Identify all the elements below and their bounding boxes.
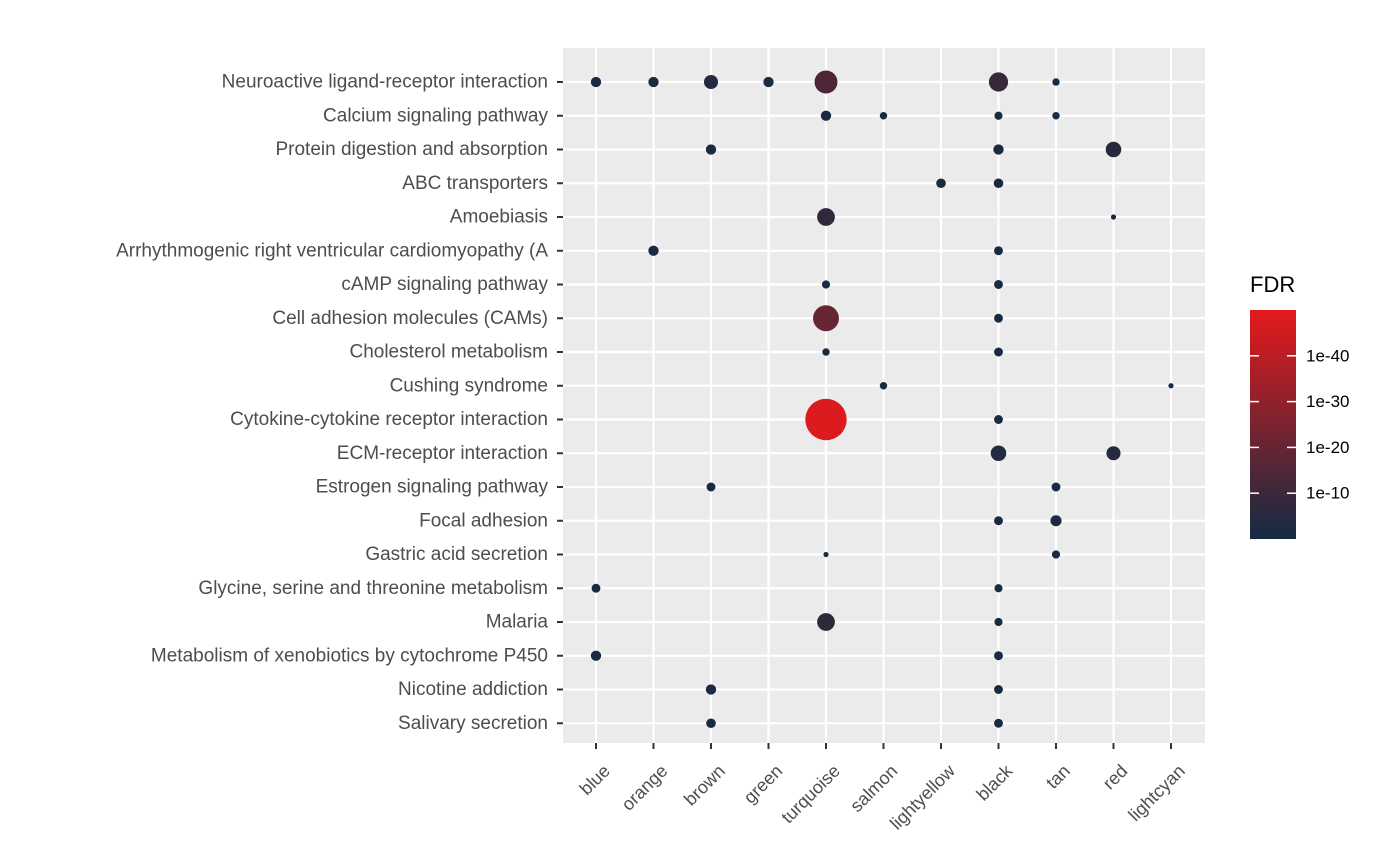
data-point bbox=[994, 718, 1003, 728]
y-tick-label: Cholesterol metabolism bbox=[349, 342, 548, 363]
data-point bbox=[1050, 515, 1062, 527]
x-tick-label: blue bbox=[576, 761, 614, 799]
data-point bbox=[879, 112, 888, 120]
x-tick-label: salmon bbox=[846, 761, 901, 816]
data-point bbox=[936, 178, 946, 189]
data-point bbox=[763, 76, 774, 88]
x-tick-label: turquoise bbox=[777, 761, 844, 828]
legend: FDR 1e-10 1e-20 1e-30 1e-40 bbox=[1250, 272, 1349, 539]
y-tick-label: Gastric acid secretion bbox=[365, 544, 548, 565]
data-point bbox=[988, 72, 1009, 92]
legend-tick-label: 1e-30 bbox=[1306, 392, 1349, 411]
data-point bbox=[705, 144, 717, 155]
data-point bbox=[879, 382, 888, 390]
data-point bbox=[994, 347, 1003, 357]
x-tick-label: brown bbox=[680, 761, 729, 810]
data-point bbox=[821, 280, 831, 289]
data-point bbox=[1110, 214, 1117, 220]
data-point bbox=[994, 516, 1003, 526]
legend-tick-label: 1e-40 bbox=[1306, 346, 1349, 365]
data-point bbox=[823, 551, 829, 558]
data-point bbox=[994, 584, 1003, 593]
data-point bbox=[590, 76, 602, 88]
y-tick-label: Cell adhesion molecules (CAMs) bbox=[272, 308, 548, 329]
data-point bbox=[814, 70, 838, 94]
data-point bbox=[1105, 141, 1122, 158]
y-tick-label: Calcium signaling pathway bbox=[323, 105, 548, 126]
data-point bbox=[648, 76, 659, 88]
data-point bbox=[705, 684, 717, 695]
x-tick-label: lightcyan bbox=[1124, 761, 1188, 825]
data-point bbox=[648, 245, 659, 256]
y-tick-label: Nicotine addiction bbox=[398, 679, 548, 700]
data-point bbox=[1168, 383, 1174, 389]
data-point bbox=[994, 111, 1003, 120]
data-point bbox=[1051, 482, 1061, 492]
data-point bbox=[990, 445, 1007, 462]
data-point bbox=[994, 651, 1003, 661]
y-tick-label: Metabolism of xenobiotics by cytochrome … bbox=[151, 645, 548, 666]
y-tick-label: Amoebiasis bbox=[450, 207, 548, 228]
y-tick-label: Cytokine-cytokine receptor interaction bbox=[230, 409, 548, 430]
data-point bbox=[590, 650, 602, 661]
y-tick-label: ECM-receptor interaction bbox=[337, 443, 548, 464]
data-point bbox=[994, 313, 1003, 323]
x-tick-label: tan bbox=[1042, 761, 1074, 793]
data-point bbox=[1106, 446, 1121, 461]
data-point bbox=[817, 208, 835, 226]
data-point bbox=[591, 583, 601, 593]
y-tick-label: Malaria bbox=[486, 612, 549, 633]
y-tick-label: Estrogen signaling pathway bbox=[316, 477, 549, 498]
x-tick-label: orange bbox=[618, 761, 672, 815]
legend-tick-label: 1e-20 bbox=[1306, 438, 1349, 457]
x-tick-label: red bbox=[1099, 761, 1132, 794]
data-point bbox=[994, 246, 1003, 256]
data-point bbox=[820, 110, 832, 121]
grid-lines bbox=[563, 48, 1205, 743]
legend-tick-label: 1e-10 bbox=[1306, 484, 1349, 503]
y-axis: Neuroactive ligand-receptor interaction C… bbox=[116, 72, 563, 734]
data-point bbox=[805, 398, 847, 441]
y-tick-label: Neuroactive ligand-receptor interaction bbox=[222, 72, 548, 93]
y-tick-label: Arrhythmogenic right ventricular cardiom… bbox=[116, 240, 548, 261]
data-point bbox=[1051, 550, 1061, 559]
x-tick-label: green bbox=[740, 761, 787, 808]
data-point bbox=[1052, 112, 1060, 120]
data-point bbox=[1052, 78, 1060, 86]
data-point bbox=[703, 74, 719, 90]
y-tick-label: Focal adhesion bbox=[419, 510, 548, 531]
y-tick-label: Salivary secretion bbox=[398, 713, 548, 734]
data-point bbox=[993, 144, 1004, 155]
data-point bbox=[994, 415, 1003, 424]
x-tick-label: black bbox=[973, 760, 1018, 805]
data-point bbox=[994, 617, 1003, 627]
data-point bbox=[813, 305, 839, 332]
y-tick-label: Glycine, serine and threonine metabolism bbox=[198, 578, 548, 599]
y-tick-label: Cushing syndrome bbox=[390, 375, 548, 396]
data-point bbox=[706, 482, 716, 492]
legend-ticks: 1e-10 1e-20 1e-30 1e-40 bbox=[1250, 346, 1349, 503]
y-tick-label: cAMP signaling pathway bbox=[341, 274, 548, 295]
data-point bbox=[706, 718, 716, 729]
y-tick-label: Protein digestion and absorption bbox=[275, 139, 548, 160]
data-points bbox=[590, 70, 1174, 729]
data-point bbox=[817, 613, 835, 631]
legend-title: FDR bbox=[1250, 272, 1295, 297]
data-point bbox=[994, 685, 1003, 694]
data-point bbox=[822, 348, 830, 356]
data-point bbox=[994, 280, 1003, 289]
legend-colorbar bbox=[1250, 310, 1296, 539]
data-point bbox=[993, 178, 1004, 189]
y-tick-label: ABC transporters bbox=[402, 173, 548, 194]
